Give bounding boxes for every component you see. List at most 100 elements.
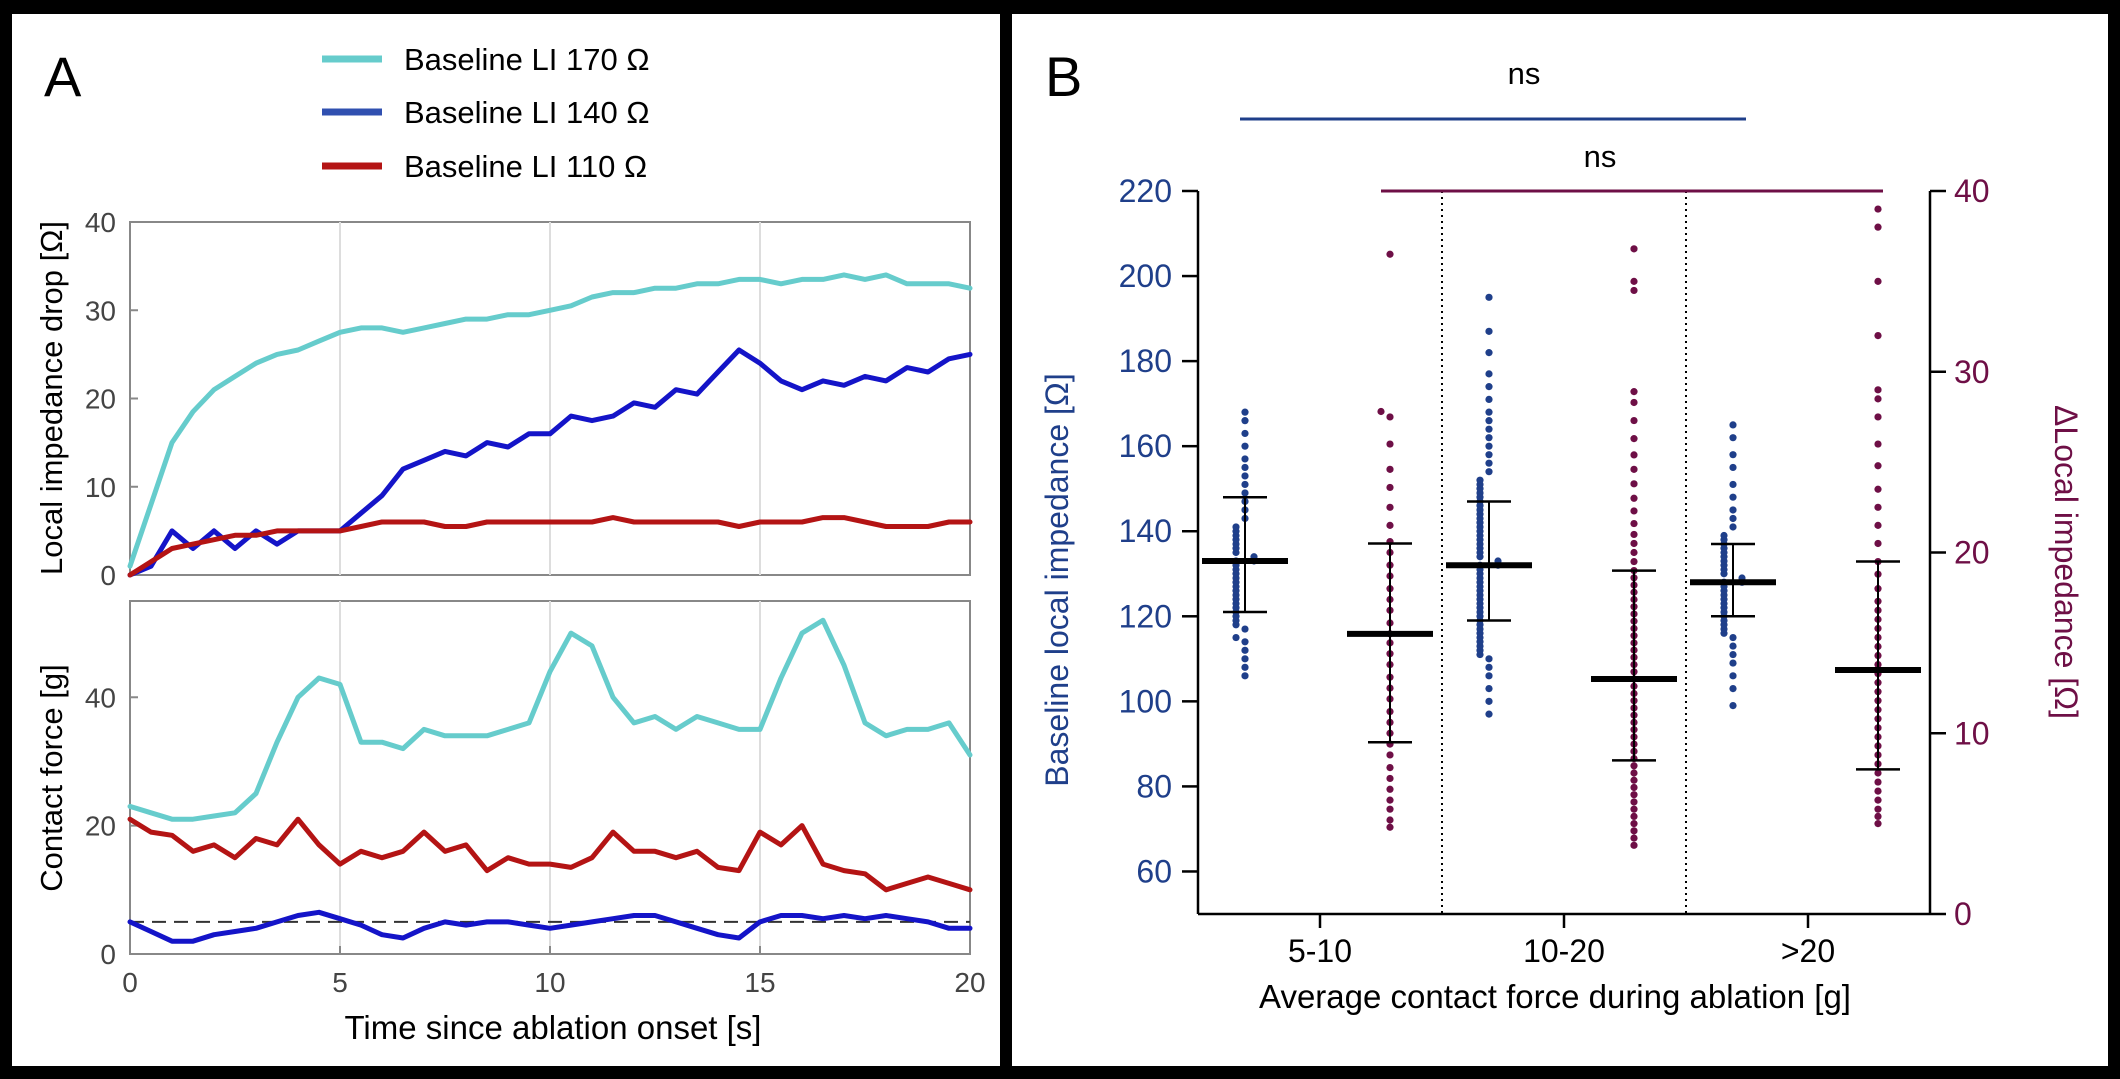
data-point: [1485, 327, 1493, 335]
data-point: [1485, 417, 1493, 425]
data-point: [1630, 465, 1638, 473]
data-point: [1485, 459, 1493, 467]
data-point: [1874, 805, 1882, 813]
scatter-xlabel: Average contact force during ablation [g…: [1259, 978, 1851, 1015]
data-point: [1874, 277, 1882, 285]
data-point: [1386, 823, 1394, 831]
right-tick-label: 20: [1954, 535, 1990, 571]
significance-label-top: ns: [1508, 56, 1541, 91]
data-point: [1630, 416, 1638, 425]
series-line: [127, 816, 973, 893]
panel-b-background: [1012, 14, 2108, 1066]
data-point: [1485, 434, 1493, 442]
left-tick-label: 120: [1119, 598, 1172, 634]
data-point: [1630, 820, 1638, 828]
data-point: [1485, 293, 1493, 301]
data-point: [1386, 250, 1394, 258]
data-point: [1241, 455, 1249, 463]
data-point: [1485, 684, 1493, 693]
ytick-label: 30: [85, 295, 116, 326]
data-point: [1386, 796, 1394, 804]
ytick-label: 40: [85, 682, 116, 713]
data-point: [1241, 646, 1249, 654]
xtick-label: 10: [534, 967, 565, 998]
data-point: [1874, 503, 1882, 511]
data-point: [1729, 642, 1737, 650]
series-line: [127, 617, 973, 822]
data-point: [1729, 684, 1737, 693]
series-line: [127, 909, 973, 944]
data-point: [1630, 480, 1638, 488]
data-point: [1485, 408, 1493, 416]
right-tick-label: 30: [1954, 354, 1990, 390]
data-point: [1485, 349, 1493, 357]
data-point: [1485, 710, 1493, 718]
data-point: [1485, 451, 1493, 459]
right-tick-label: 40: [1954, 173, 1990, 209]
data-point: [1874, 223, 1882, 231]
data-point: [1386, 413, 1394, 421]
left-tick-label: 200: [1119, 258, 1172, 294]
xtick-label: 0: [122, 967, 138, 998]
data-point: [1386, 503, 1394, 511]
data-point: [1874, 812, 1882, 820]
ytick-label: 0: [100, 560, 116, 591]
data-point: [1630, 791, 1638, 799]
data-point: [1729, 493, 1737, 501]
bottom-plot-xlabel: Time since ablation onset [s]: [345, 1009, 762, 1046]
data-point: [1874, 332, 1882, 340]
top-plot-ylabel: Local impedance drop [Ω]: [34, 221, 69, 575]
data-point: [1630, 398, 1638, 407]
data-point: [1386, 816, 1394, 824]
data-point: [1386, 774, 1394, 783]
data-point: [1630, 827, 1638, 835]
scatter-ylabel-left: Baseline local impedance [Ω]: [1039, 373, 1075, 786]
data-point: [1874, 462, 1882, 470]
x-tick-label: 5-10: [1288, 933, 1352, 969]
data-point: [1386, 805, 1394, 813]
data-point: [1630, 798, 1638, 806]
left-tick-label: 80: [1136, 768, 1172, 804]
panel-a-label: A: [44, 45, 82, 108]
bottom-plot-content: 0 20 40 0 5 10 15 20: [85, 601, 986, 998]
data-point: [1485, 370, 1493, 378]
data-point: [1232, 523, 1240, 531]
data-point: [1241, 429, 1249, 438]
panel-a-background: [12, 14, 1000, 1066]
data-point: [1386, 785, 1394, 793]
data-point: [1386, 751, 1394, 759]
data-point: [1386, 763, 1394, 772]
ytick-label: 20: [85, 384, 116, 415]
series-line: [127, 347, 973, 578]
data-point: [1729, 421, 1737, 429]
xtick-label: 15: [744, 967, 775, 998]
data-point: [1241, 463, 1249, 472]
data-point: [1630, 841, 1638, 849]
data-point: [1241, 472, 1249, 480]
left-tick-label: 60: [1136, 853, 1172, 889]
data-point: [1729, 451, 1737, 459]
data-point: [1485, 383, 1493, 391]
data-point: [1729, 633, 1737, 642]
data-point: [1729, 672, 1737, 680]
data-point: [1874, 440, 1882, 448]
data-point: [1874, 539, 1882, 548]
data-point: [1386, 440, 1394, 448]
data-point: [1729, 523, 1737, 531]
x-tick-label: >20: [1781, 933, 1835, 969]
left-tick-label: 220: [1119, 173, 1172, 209]
data-point: [1874, 521, 1882, 529]
data-point: [1874, 820, 1882, 828]
data-point: [1874, 205, 1882, 213]
data-point: [1874, 787, 1882, 795]
bottom-plot-ylabel: Contact force [g]: [34, 664, 69, 891]
data-point: [1485, 442, 1493, 450]
data-point: [1630, 539, 1638, 548]
data-point: [1630, 494, 1638, 502]
data-point: [1729, 434, 1737, 442]
data-point: [1485, 655, 1493, 663]
data-point: [1386, 521, 1394, 529]
data-point: [1241, 672, 1249, 680]
data-point: [1630, 451, 1638, 459]
